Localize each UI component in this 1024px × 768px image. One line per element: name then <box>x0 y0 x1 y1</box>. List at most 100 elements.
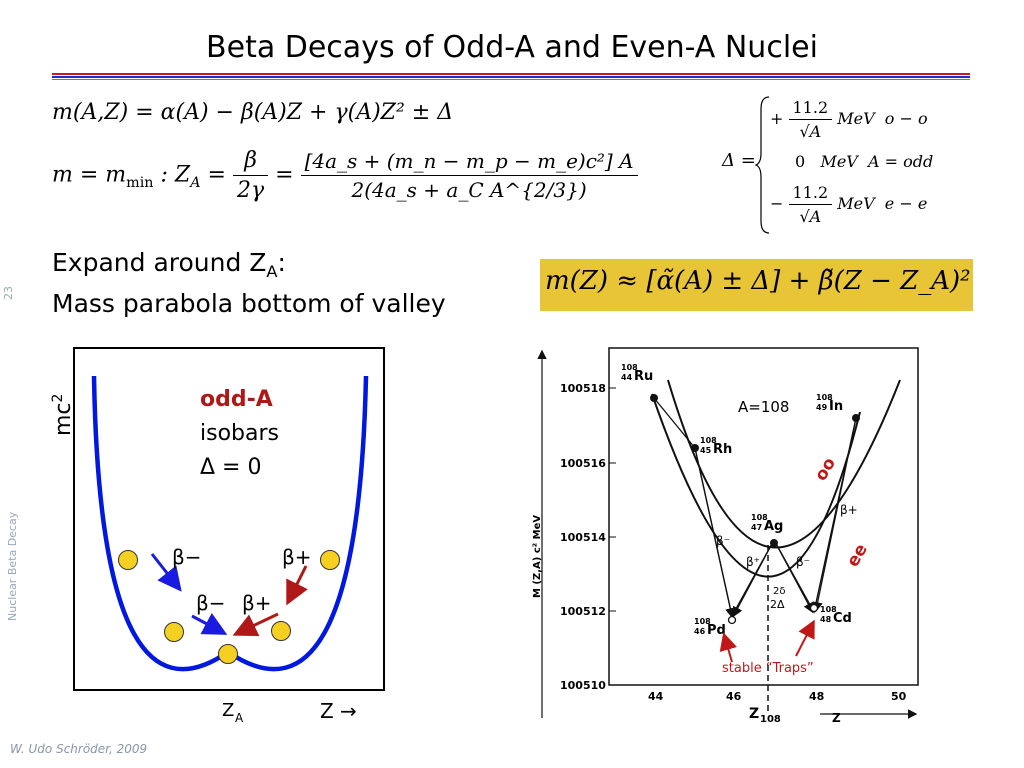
right-frame <box>608 347 919 686</box>
delta-ee-den: √A <box>799 207 822 226</box>
slide-title: Beta Decays of Odd-A and Even-A Nuclei <box>206 30 818 65</box>
beta-plus-arrow-1 <box>286 565 308 606</box>
pd-sym: Pd <box>707 623 726 638</box>
y-ticks <box>609 387 616 612</box>
delta-oo-case: o − o <box>884 109 928 128</box>
nucleus-2 <box>164 622 184 642</box>
nucleus-1 <box>118 550 138 570</box>
cd-sym: Cd <box>833 611 852 626</box>
xlabel-z-arrow: Z → <box>320 699 357 723</box>
delta-oo-frac: 11.2 √A <box>788 98 833 141</box>
delta-ee-sign: − <box>770 194 784 213</box>
in-sym: In <box>829 399 843 414</box>
minimum-equation: m = mmin : ZA = β 2γ = [4a_s + (m_n − m_… <box>52 148 638 203</box>
trap-arrow-cd <box>795 619 815 657</box>
a108-label: A=108 <box>738 398 789 416</box>
expand-line-1: Expand around Z <box>52 248 267 277</box>
decay-label-bp1: β⁺ <box>746 555 760 569</box>
delta-ee-num: 11.2 <box>788 183 833 205</box>
legend-isobars: isobars <box>200 421 279 446</box>
decay-label-bp2: β+ <box>840 503 858 517</box>
cd-mass: 108 <box>820 605 837 614</box>
ru-sym: Ru <box>634 369 653 384</box>
rh-sym: Rh <box>713 442 732 457</box>
z108-sub: 108 <box>760 714 781 725</box>
za-fraction: [4a_s + (m_n − m_p − m_e)c²] A 2(4a_s + … <box>300 149 638 202</box>
right-ylabel: M (Z,A) c² MeV <box>532 515 543 598</box>
frac1-denominator: 2γ <box>236 178 265 203</box>
expand-colon: : <box>277 248 286 277</box>
pd-z: 46 <box>694 627 706 636</box>
delta-ee-case: e − e <box>884 194 928 213</box>
ytick-100516: 100516 <box>560 457 606 470</box>
term-minus: − <box>215 100 234 125</box>
trap-arrow-pd <box>719 632 737 663</box>
point-ru <box>650 394 658 402</box>
ylabel-sup: 2 <box>50 394 66 403</box>
in-mass: 108 <box>816 393 833 402</box>
beta-minus-arrow-1 <box>150 553 182 592</box>
ru-z: 44 <box>621 373 633 382</box>
decay-label-bm2: β⁻ <box>796 555 810 569</box>
delta-row-odd: 0 MeV A = odd <box>795 152 933 171</box>
term-delta: ± Δ <box>411 100 454 125</box>
footer-credit: W. Udo Schröder, 2009 <box>10 742 148 756</box>
nucleus-4 <box>271 621 291 641</box>
nucleus-5 <box>320 550 340 570</box>
title-rule-blue-thin <box>52 79 970 80</box>
ytick-100514: 100514 <box>560 531 606 544</box>
point-in <box>852 414 860 422</box>
xtick-44: 44 <box>648 690 664 703</box>
label-beta-minus-2: β− <box>196 591 226 615</box>
decay-in-cd <box>812 417 857 613</box>
oo-curve-label: oo <box>811 454 840 484</box>
nucleus-3 <box>218 644 238 664</box>
expand-sub: A <box>266 262 278 281</box>
sidebar-label: Nuclear Beta Decay <box>6 511 19 621</box>
xlabel-za: Z <box>222 700 234 721</box>
gap-label-small: 2δ <box>773 586 785 597</box>
title-rule-red <box>52 73 970 75</box>
delta-odd-num: 0 <box>795 152 806 171</box>
term-beta: β(A)Z <box>240 100 303 125</box>
term-alpha: α(A) <box>160 100 209 125</box>
min-equals: = <box>207 162 226 188</box>
delta-ee-frac: 11.2 √A <box>788 183 833 226</box>
parabola-highlight-box <box>540 259 973 311</box>
x-tick-labels: 44 46 48 50 <box>648 690 907 703</box>
mass-formula-equation: m(A,Z) = α(A) − β(A)Z + γ(A)Z² ± Δ <box>52 100 453 125</box>
delta-oo-den: √A <box>799 122 822 141</box>
decay-ag-pd <box>732 539 775 618</box>
term-gamma: γ(A)Z² <box>334 100 405 125</box>
beta-minus-arrow-2 <box>191 612 228 635</box>
point-cd <box>809 603 819 613</box>
decay-rh-pd <box>694 447 736 619</box>
point-pd <box>727 615 737 625</box>
ag-mass: 108 <box>751 513 768 522</box>
ylabel-mc2: mc2 <box>50 394 76 436</box>
delta-odd-unit: MeV <box>820 152 858 171</box>
decay-label-bm1: β⁻ <box>716 534 730 548</box>
legend-odd-a: odd-A <box>200 387 273 412</box>
delta-oo-sign: + <box>770 109 784 128</box>
min-equals-2: = <box>275 162 294 188</box>
delta-row-ee: − 11.2 √A MeV e − e <box>770 183 927 226</box>
delta-brace <box>755 96 770 234</box>
expand-line-2: Mass parabola bottom of valley <box>52 289 446 318</box>
beta-over-2gamma: β 2γ <box>232 148 269 203</box>
cd-z: 48 <box>820 615 832 624</box>
min-sub: min <box>126 174 154 191</box>
delta-lhs: Δ = <box>722 150 756 171</box>
beta-plus-arrow-2 <box>232 612 279 637</box>
point-rh <box>691 444 699 452</box>
mass-parabola <box>91 375 369 672</box>
ytick-100518: 100518 <box>560 382 606 395</box>
decay-ag-cd <box>773 539 814 614</box>
delta-row-oo: + 11.2 √A MeV o − o <box>770 98 928 141</box>
delta-odd-case: A = odd <box>868 152 934 171</box>
label-beta-minus-1: β− <box>172 545 202 569</box>
left-frame <box>73 347 385 691</box>
delta-ee-unit: MeV <box>837 194 875 213</box>
y-tick-labels: 100518 100516 100514 100512 100510 <box>560 382 606 692</box>
delta-oo-num: 11.2 <box>788 98 833 120</box>
